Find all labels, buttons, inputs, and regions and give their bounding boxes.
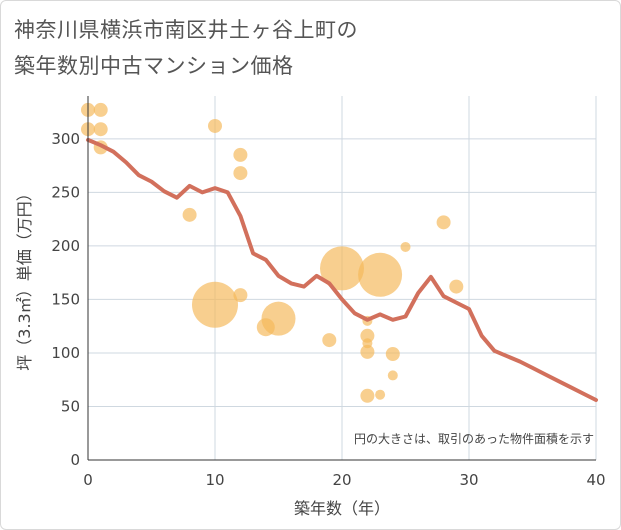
y-tick-label: 0 — [70, 451, 80, 469]
bubble-point — [93, 122, 108, 137]
bubble-point — [93, 102, 108, 117]
trend-series — [86, 137, 598, 402]
x-tick-label: 10 — [205, 471, 224, 489]
chart-title-line2: 築年数別中古マンション価格 — [14, 54, 294, 78]
bubble-point — [358, 252, 403, 297]
x-tick-label: 0 — [83, 471, 93, 489]
bubble-point — [360, 344, 375, 359]
bubble-point — [208, 118, 222, 133]
bubble-point — [360, 388, 375, 403]
bubble-point — [322, 333, 337, 348]
y-tick-label: 300 — [51, 130, 80, 148]
bubble-point — [385, 347, 400, 362]
bubble-series — [81, 102, 464, 403]
bubble-point — [375, 389, 386, 400]
y-tick-label: 200 — [51, 237, 80, 255]
bubble-point — [192, 281, 238, 328]
y-tick-label: 50 — [61, 397, 80, 415]
x-tick-label: 40 — [586, 471, 605, 489]
grid — [88, 96, 597, 460]
bubble-point — [387, 370, 398, 381]
bubble-point — [400, 241, 411, 252]
x-axis-label: 築年数（年） — [294, 499, 390, 518]
bubble-point — [360, 328, 375, 343]
y-tick-label: 250 — [51, 183, 80, 201]
bubble-point — [233, 147, 248, 162]
x-tick-label: 20 — [332, 471, 351, 489]
bubble-point — [182, 207, 197, 222]
size-note: 円の大きさは、取引のあった物件面積を示す — [354, 431, 594, 446]
bubble-point — [233, 166, 248, 181]
x-tick-label: 30 — [459, 471, 478, 489]
axes: 0 10 20 30 40 0 50 100 150 200 250 300 — [51, 96, 606, 489]
bubble-point — [320, 246, 364, 291]
y-axis-label: 坪（3.3㎡）単価（万円） — [15, 185, 34, 370]
y-tick-label: 150 — [51, 290, 80, 308]
bubble-point — [436, 215, 451, 230]
y-tick-label: 100 — [51, 344, 80, 362]
chart-title-line1: 神奈川県横浜市南区井土ヶ谷上町の — [14, 18, 358, 42]
bubble-point — [261, 301, 296, 336]
bubble-point — [449, 279, 464, 294]
trend-line — [86, 137, 598, 402]
